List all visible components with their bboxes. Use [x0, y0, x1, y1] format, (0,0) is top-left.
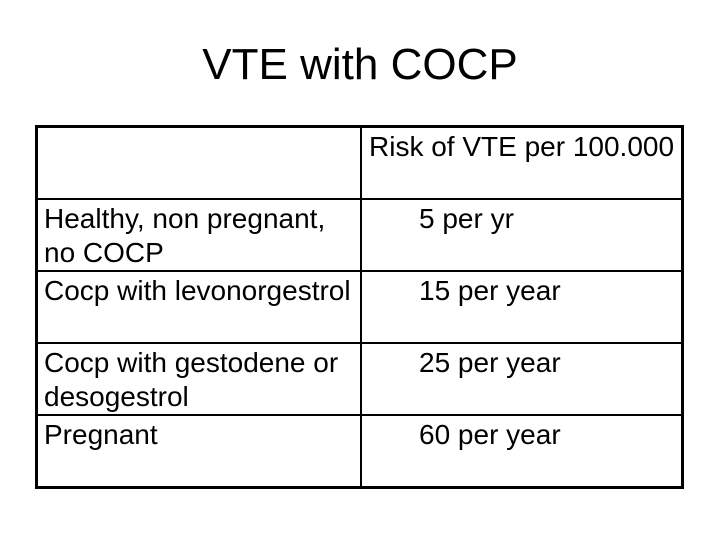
table-row: Cocp with levonorgestrol 15 per year [38, 270, 681, 342]
row-value-cell: 15 per year [360, 272, 681, 342]
table-row: Cocp with gestodene or desogestrol 25 pe… [38, 342, 681, 414]
row-value-cell: 60 per year [360, 416, 681, 486]
header-risk-cell: Risk of VTE per 100.000 [360, 128, 681, 198]
table-header-row: Risk of VTE per 100.000 [38, 128, 681, 198]
row-label-cell: Cocp with levonorgestrol [44, 275, 351, 306]
risk-table: Risk of VTE per 100.000 Healthy, non pre… [35, 125, 684, 489]
row-value-cell: 25 per year [360, 344, 681, 414]
row-label-cell: Healthy, non pregnant, no COCP [44, 203, 326, 268]
table-row: Healthy, non pregnant, no COCP 5 per yr [38, 198, 681, 270]
row-label-cell: Pregnant [44, 419, 158, 450]
page-title: VTE with COCP [202, 40, 518, 89]
table-row: Pregnant 60 per year [38, 414, 681, 486]
row-value-cell: 5 per yr [360, 200, 681, 270]
header-empty-cell [38, 128, 360, 198]
row-label-cell: Cocp with gestodene or desogestrol [44, 347, 339, 412]
